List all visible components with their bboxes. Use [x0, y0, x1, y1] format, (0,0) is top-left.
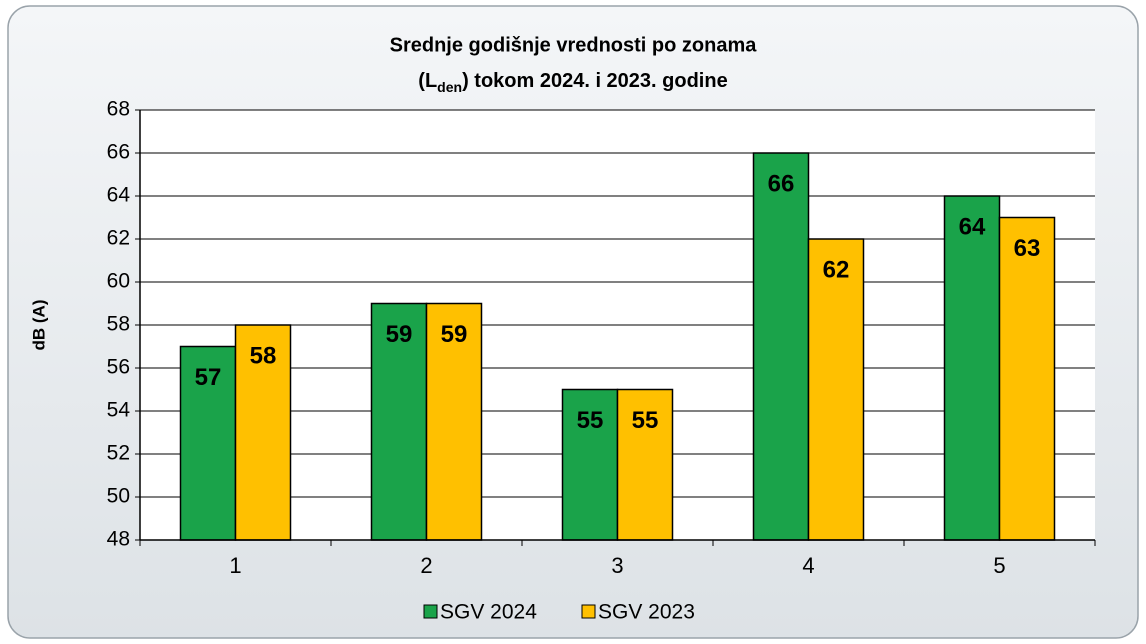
y-tick-label: 60 [107, 270, 130, 293]
chart-title: Srednje godišnje vrednosti po zonama [390, 34, 758, 56]
x-tick-label: 1 [229, 553, 241, 578]
chart-subtitle: (Lden) tokom 2024. i 2023. godine [418, 70, 727, 94]
bar [943, 195, 1001, 541]
data-label: 55 [577, 407, 604, 434]
y-axis-label: dB (A) [29, 300, 48, 351]
subtitle-part: ) tokom 2024. i 2023. godine [462, 70, 728, 92]
data-label: 57 [195, 364, 222, 391]
data-label: 58 [250, 342, 277, 369]
legend-swatch [423, 604, 438, 619]
data-label: 63 [1014, 235, 1041, 262]
data-label: 59 [386, 321, 413, 348]
legend-swatch [581, 604, 596, 619]
bar [616, 388, 674, 541]
y-tick-label: 52 [107, 442, 130, 465]
y-tick-label: 54 [107, 399, 131, 422]
bar [752, 152, 810, 541]
bar [370, 302, 428, 541]
data-label: 66 [768, 170, 795, 197]
x-tick-label: 5 [993, 553, 1005, 578]
data-label: 62 [823, 256, 850, 283]
bar [807, 238, 865, 541]
y-tick-label: 48 [107, 528, 130, 551]
x-tick-label: 3 [611, 553, 623, 578]
y-tick-label: 68 [107, 98, 130, 121]
y-tick-label: 56 [107, 356, 130, 379]
y-tick-label: 64 [107, 184, 131, 207]
subtitle-sub: den [437, 79, 462, 95]
x-tick-label: 2 [420, 553, 432, 578]
y-tick-label: 66 [107, 141, 130, 164]
legend-label: SGV 2024 [440, 601, 537, 624]
y-tick-label: 62 [107, 227, 130, 250]
x-tick-label: 4 [802, 553, 814, 578]
y-tick-label: 50 [107, 485, 130, 508]
bar [561, 388, 619, 541]
bar [998, 216, 1056, 541]
legend-label: SGV 2023 [598, 601, 695, 624]
data-label: 64 [959, 213, 986, 240]
bar [234, 324, 292, 541]
y-tick-label: 58 [107, 313, 130, 336]
data-label: 55 [632, 407, 659, 434]
bar [425, 302, 483, 541]
subtitle-part: (L [418, 70, 437, 92]
data-label: 59 [441, 321, 468, 348]
